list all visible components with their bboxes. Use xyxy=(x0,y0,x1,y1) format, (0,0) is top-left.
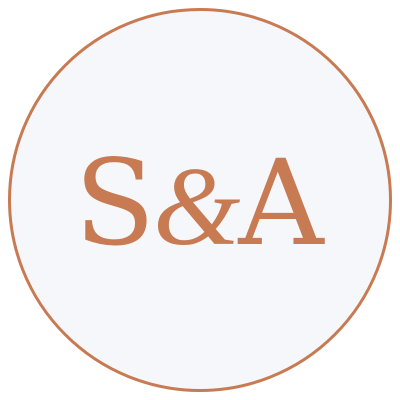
monogram-ampersand: & xyxy=(153,144,243,269)
monogram-letter-a: A xyxy=(238,133,326,272)
logo-circle xyxy=(8,8,392,392)
monogram-text: S&A xyxy=(74,144,325,263)
monogram-letter-s: S xyxy=(74,133,158,272)
